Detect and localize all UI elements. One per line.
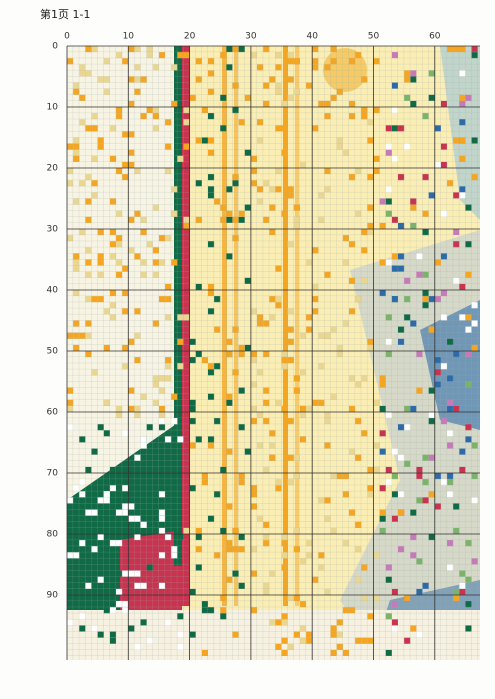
row-label: 70 (47, 469, 59, 479)
row-label: 0 (52, 42, 58, 52)
column-label: 40 (306, 32, 318, 42)
row-label: 10 (47, 103, 59, 113)
row-label: 90 (47, 591, 59, 601)
row-label: 60 (47, 408, 59, 418)
column-label: 0 (64, 32, 70, 42)
column-label: 60 (429, 32, 441, 42)
page-title: 第1页 1-1 (40, 8, 91, 21)
row-label: 50 (47, 347, 59, 357)
column-label: 20 (184, 32, 196, 42)
row-label: 40 (47, 286, 59, 296)
pattern-area (66, 45, 480, 660)
column-label: 30 (245, 32, 257, 42)
row-label: 80 (47, 530, 59, 540)
row-label: 30 (47, 225, 59, 235)
column-label: 10 (123, 32, 135, 42)
row-label: 20 (47, 164, 59, 174)
column-label: 50 (368, 32, 380, 42)
